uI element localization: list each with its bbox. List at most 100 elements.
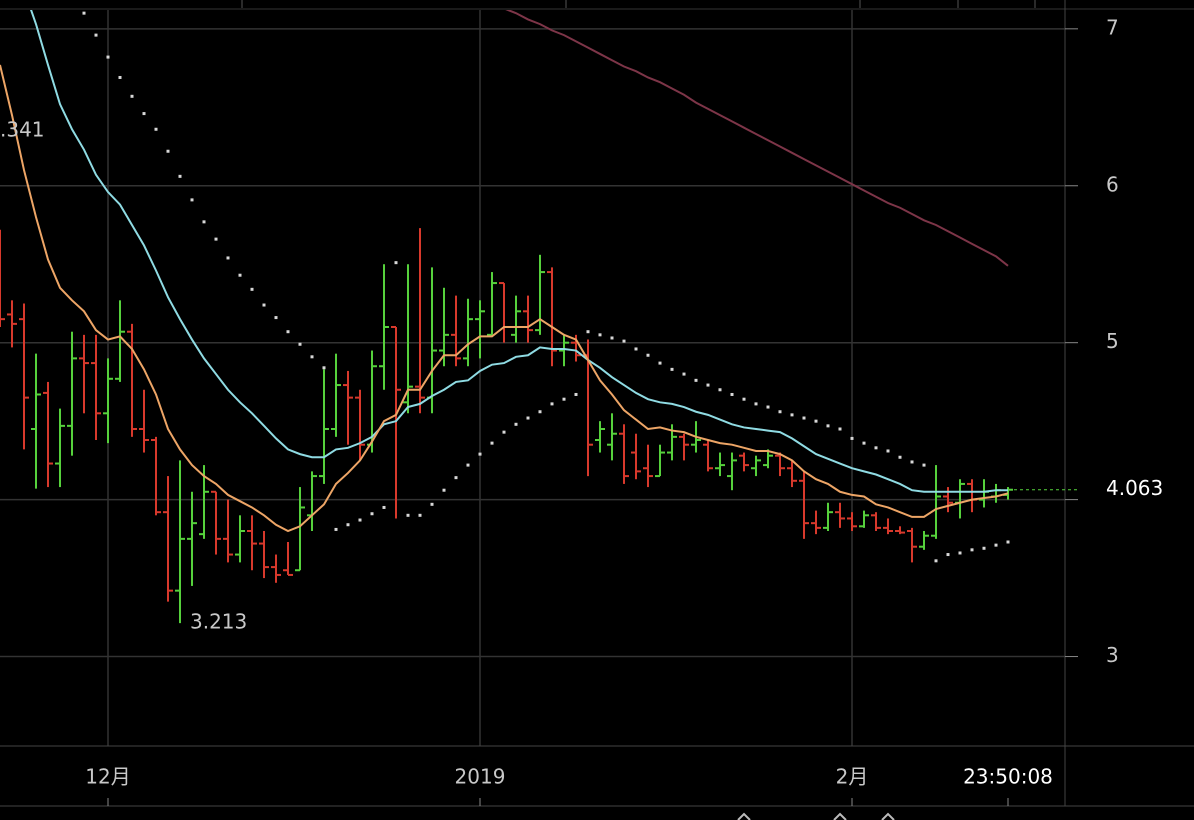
sar-dot	[742, 397, 746, 401]
x-tick-label: 23:50:08	[963, 765, 1053, 789]
top-pane-ticks	[241, 0, 1036, 8]
ma-line	[30, 10, 1008, 493]
low-label: 3.213	[190, 610, 247, 634]
sar-dot	[970, 548, 974, 552]
sar-dot	[802, 416, 806, 420]
sar-dot	[586, 330, 590, 334]
sar-dot	[130, 94, 134, 98]
sar-dot	[466, 463, 470, 467]
sar-dot	[646, 353, 650, 357]
sar-dot	[694, 378, 698, 382]
sar-dot	[682, 372, 686, 376]
y-tick-label: 5	[1106, 329, 1119, 353]
sar-dot	[814, 419, 818, 423]
y-tick-label: 3	[1106, 643, 1119, 667]
sar-dot	[250, 287, 254, 291]
sar-dot	[538, 410, 542, 414]
sar-dot	[718, 388, 722, 392]
sar-dot	[862, 441, 866, 445]
sar-dot	[946, 553, 950, 557]
sar-dot	[322, 366, 326, 370]
sar-dot	[166, 149, 170, 153]
sar-dot	[478, 452, 482, 456]
sar-dot	[622, 339, 626, 343]
sar-dot	[430, 502, 434, 506]
sar-dot	[922, 463, 926, 467]
sar-dot	[406, 513, 410, 517]
sar-dot	[382, 505, 386, 509]
sar-dot	[790, 413, 794, 417]
sar-dot	[958, 551, 962, 555]
sar-dot	[490, 441, 494, 445]
sar-dot	[886, 449, 890, 453]
sar-dot	[514, 422, 518, 426]
sar-dot	[442, 488, 446, 492]
sar-dot	[610, 336, 614, 340]
sar-dot	[94, 33, 98, 37]
sar-dot	[874, 446, 878, 450]
sar-dot	[358, 518, 362, 522]
sar-dot	[238, 273, 242, 277]
sar-dot	[418, 513, 422, 517]
last-price-box	[1096, 473, 1180, 506]
sar-dot	[310, 355, 314, 359]
sar-dot	[502, 430, 506, 434]
sar-dot	[994, 543, 998, 547]
bottom-chevrons	[737, 812, 895, 820]
sar-dot	[214, 237, 218, 241]
sar-dot	[754, 402, 758, 406]
sar-dot	[394, 261, 398, 265]
sar-dot	[706, 383, 710, 387]
y-tick-label: 6	[1106, 172, 1119, 196]
ma-line	[505, 10, 1009, 267]
sar-dot	[634, 347, 638, 351]
sar-dot	[106, 55, 110, 59]
y-tick-label: 7	[1106, 15, 1119, 39]
sar-dot	[154, 127, 158, 131]
sar-dot	[286, 330, 290, 334]
x-tick-label: 12月	[85, 765, 130, 789]
sar-dot	[934, 559, 938, 563]
sar-dot	[778, 410, 782, 414]
last-price-label: 4.063	[1106, 476, 1163, 500]
high-label: .341	[0, 118, 45, 142]
sar-dot	[274, 316, 278, 320]
sar-dot	[346, 523, 350, 527]
sar-dot	[982, 546, 986, 550]
sar-dot	[730, 392, 734, 396]
sar-dot	[910, 460, 914, 464]
sar-dot	[1006, 540, 1010, 544]
sar-dot	[226, 256, 230, 260]
sar-dot	[178, 174, 182, 178]
plot-area	[0, 10, 1013, 624]
sar-dot	[82, 11, 86, 15]
sar-dot	[598, 333, 602, 337]
sar-dot	[190, 198, 194, 202]
sar-dot	[670, 367, 674, 371]
sar-dot	[262, 303, 266, 307]
sar-dot	[658, 361, 662, 365]
sar-dot	[202, 220, 206, 224]
sar-dot	[550, 402, 554, 406]
x-tick-label: 2月	[836, 765, 869, 789]
sar-dot	[562, 397, 566, 401]
x-tick-label: 2019	[455, 765, 506, 789]
sar-dot	[526, 416, 530, 420]
sar-dot	[574, 392, 578, 396]
sar-dot	[898, 455, 902, 459]
sar-dot	[370, 512, 374, 516]
sar-dot	[850, 436, 854, 440]
sar-dot	[298, 342, 302, 346]
sar-dot	[454, 476, 458, 480]
sar-dot	[766, 405, 770, 409]
sar-dot	[838, 427, 842, 431]
sar-dot	[142, 112, 146, 116]
sar-dot	[118, 75, 122, 79]
sar-dot	[334, 527, 338, 531]
ma-line	[0, 64, 1009, 533]
sar-dot	[826, 424, 830, 428]
